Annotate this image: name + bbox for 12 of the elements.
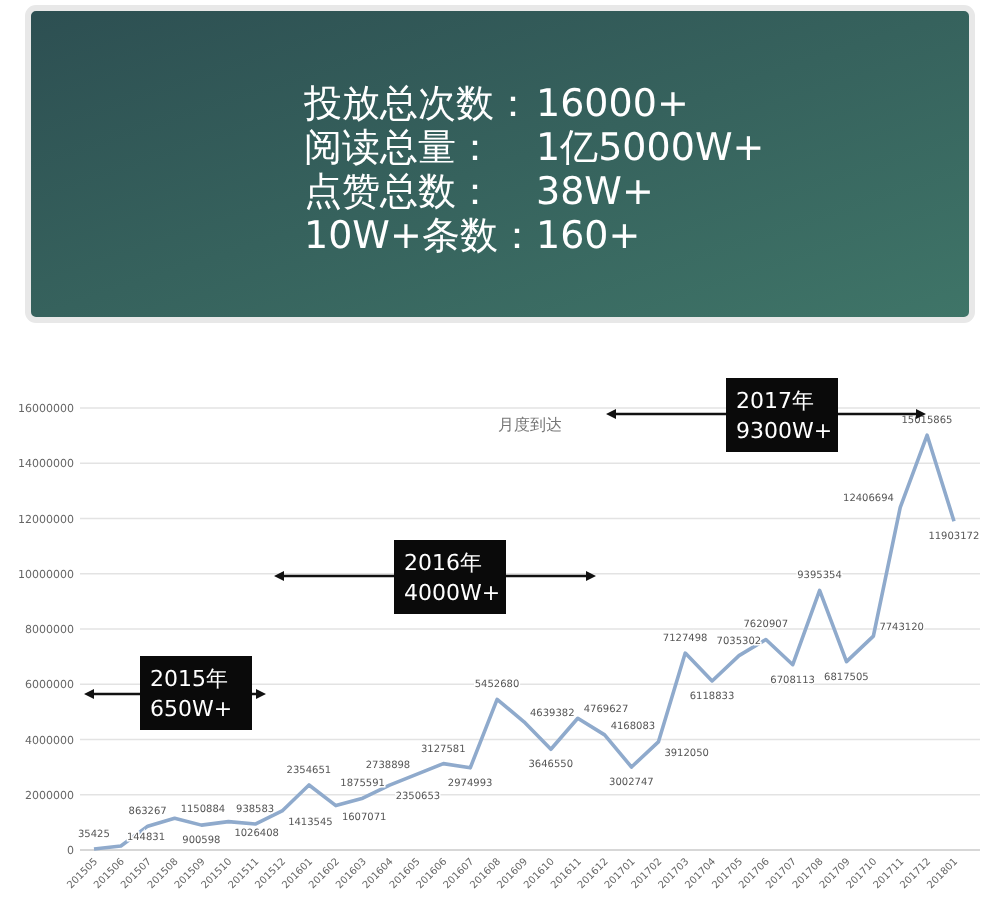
text: 160+ — [536, 214, 641, 258]
text: 1亿5000W+ — [536, 126, 765, 170]
text: 16000+ — [536, 82, 689, 126]
annotation: 2015年 650W+ — [150, 666, 233, 722]
text: 38W+ — [536, 170, 654, 214]
text: 阅读总量： — [304, 126, 494, 170]
text: 点赞总数： — [304, 170, 494, 214]
text: 月度到达 — [498, 416, 562, 434]
text: 投放总次数： — [302, 82, 532, 126]
text: 10W+条数： — [304, 214, 536, 258]
annotation: 2017年 9300W+ — [736, 388, 833, 444]
annotation: 2016年 4000W+ — [404, 550, 501, 606]
